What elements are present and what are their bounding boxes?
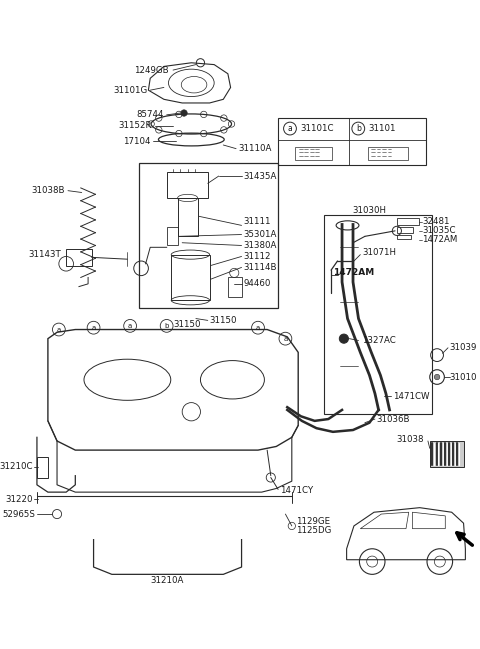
Text: 52965S: 52965S (2, 509, 35, 519)
Text: 31038: 31038 (397, 435, 424, 444)
Bar (397, 234, 411, 239)
Text: 31152R: 31152R (119, 121, 152, 130)
Text: 31038B: 31038B (32, 186, 65, 195)
Bar (167, 227, 178, 245)
Text: 31380A: 31380A (243, 241, 277, 250)
Text: 31111: 31111 (243, 217, 271, 227)
Text: 31210C: 31210C (0, 462, 33, 471)
Text: b: b (356, 124, 360, 133)
Text: 85744: 85744 (136, 110, 164, 119)
Circle shape (181, 110, 187, 116)
Text: a: a (57, 326, 61, 332)
Bar (171, 254, 210, 300)
Text: 1472AM: 1472AM (333, 269, 374, 277)
Circle shape (339, 334, 348, 343)
Bar (397, 227, 413, 233)
Text: 1327AC: 1327AC (362, 336, 396, 345)
Text: 1125DG: 1125DG (296, 526, 332, 535)
Bar (430, 441, 465, 467)
Bar (66, 249, 92, 265)
Text: 31210A: 31210A (150, 576, 183, 585)
Text: 31036B: 31036B (377, 415, 410, 424)
Bar (178, 198, 198, 236)
Text: 31435A: 31435A (243, 171, 277, 180)
Text: 31010: 31010 (450, 373, 477, 382)
Text: 31220: 31220 (6, 495, 33, 504)
Text: 31101G: 31101G (113, 86, 147, 95)
Text: 1471CW: 1471CW (393, 392, 430, 400)
Bar (368, 147, 408, 160)
Circle shape (434, 374, 440, 380)
Text: 31112: 31112 (243, 252, 271, 261)
Bar (397, 218, 419, 225)
Text: 31143T: 31143T (28, 250, 60, 259)
Bar (295, 147, 332, 160)
Bar (167, 173, 208, 198)
Text: 31110A: 31110A (238, 144, 271, 153)
Bar (37, 458, 48, 478)
Text: a: a (92, 324, 96, 331)
Text: 32481: 32481 (422, 217, 450, 227)
Text: 1472AM: 1472AM (422, 236, 458, 245)
Text: 31030H: 31030H (352, 206, 386, 215)
Text: 31114B: 31114B (243, 263, 277, 272)
Text: 1471CY: 1471CY (280, 486, 313, 495)
Text: 17104: 17104 (123, 137, 150, 146)
Text: 1249GB: 1249GB (134, 66, 168, 75)
Text: 31071H: 31071H (362, 249, 396, 257)
Text: 31101: 31101 (368, 124, 396, 133)
Text: 31150: 31150 (173, 319, 201, 328)
Text: 31039: 31039 (450, 343, 477, 352)
Text: a: a (288, 124, 292, 133)
Text: 94460: 94460 (243, 279, 271, 288)
Text: a: a (256, 324, 260, 331)
Bar (324, 215, 432, 415)
Text: 31150: 31150 (210, 316, 237, 325)
Text: 31035C: 31035C (422, 227, 456, 236)
Text: 35301A: 35301A (243, 230, 277, 239)
Bar (278, 117, 426, 165)
Text: 31101C: 31101C (300, 124, 334, 133)
Bar (228, 276, 241, 297)
Text: a: a (283, 336, 288, 341)
Text: a: a (128, 323, 132, 329)
Text: b: b (165, 323, 169, 329)
Bar (139, 164, 278, 308)
Text: 1129GE: 1129GE (296, 517, 331, 526)
